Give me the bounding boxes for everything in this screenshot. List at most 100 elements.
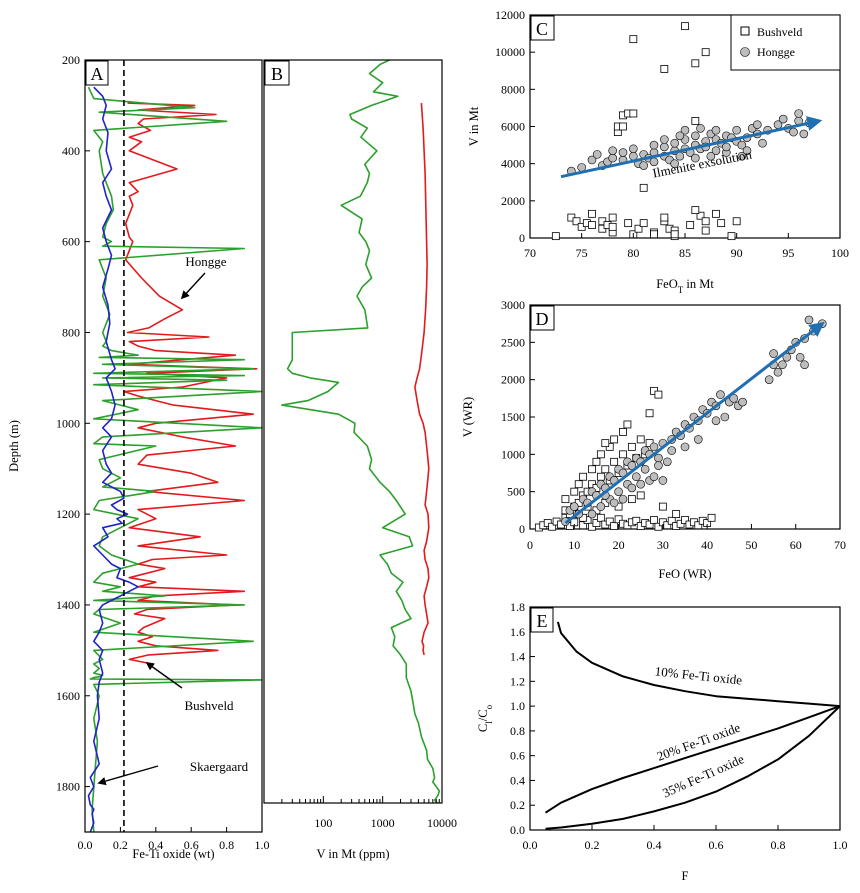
point-hongge <box>764 375 774 384</box>
point-hongge <box>649 472 659 482</box>
y-axis-label-part: /C <box>476 709 490 721</box>
point-bushveld <box>691 117 700 125</box>
x-tick-label: 80 <box>627 246 639 260</box>
point-hongge <box>799 129 809 139</box>
y-tick-label: 500 <box>507 485 525 499</box>
curve-35pct <box>545 705 840 830</box>
point-hongge <box>711 125 721 135</box>
x-axis-label: F <box>682 869 689 883</box>
point-bushveld <box>588 221 596 229</box>
x-tick-label: 0.2 <box>585 838 600 852</box>
point-hongge <box>722 142 731 152</box>
y-axis-label: V in Mt <box>467 106 481 146</box>
point-hongge <box>640 464 650 474</box>
annotation-arrow <box>145 662 183 689</box>
panel-b-frame <box>263 59 443 804</box>
x-tick-label: 0.8 <box>771 838 786 852</box>
point-bushveld <box>672 510 681 518</box>
point-bushveld <box>636 435 645 444</box>
point-hongge <box>660 135 669 144</box>
point-hongge <box>794 109 803 118</box>
trend-arrow <box>564 321 825 525</box>
panel-label-box <box>530 607 554 633</box>
point-hongge <box>716 390 725 399</box>
x-tick-label: 0.6 <box>709 838 724 852</box>
point-hongge <box>670 138 679 148</box>
point-bushveld <box>596 513 605 522</box>
point-bushveld <box>645 520 654 529</box>
point-bushveld <box>619 122 627 131</box>
series-line-bushveld <box>281 60 441 803</box>
point-hongge <box>773 367 783 377</box>
point-hongge <box>658 476 668 485</box>
point-bushveld <box>681 22 689 31</box>
point-hongge <box>618 148 628 157</box>
point-bushveld <box>629 35 638 44</box>
y-tick-label: 3000 <box>501 298 525 312</box>
point-hongge <box>654 461 663 470</box>
point-hongge <box>662 457 672 467</box>
point-bushveld <box>596 472 605 481</box>
point-hongge <box>742 146 752 155</box>
y-tick-label: 1.8 <box>510 600 525 614</box>
x-tick-label: 0.8 <box>219 838 234 852</box>
point-bushveld <box>601 439 610 448</box>
point-bushveld <box>670 230 679 239</box>
point-bushveld <box>605 517 614 526</box>
point-bushveld <box>681 516 689 524</box>
point-hongge <box>649 442 659 452</box>
y-axis-label: Cl/Co <box>476 704 494 732</box>
y-tick-label: 1.2 <box>510 674 525 688</box>
y-tick-label: 0.2 <box>510 798 525 812</box>
y-axis-label-subscript: l <box>484 721 494 724</box>
annotation-skaergaard: Skaergaard <box>190 759 249 774</box>
x-tick-label: 90 <box>731 246 743 260</box>
point-bushveld <box>592 457 601 466</box>
y-tick-label: 12000 <box>495 8 525 22</box>
point-hongge <box>660 142 669 152</box>
x-axis-label: V in Mt (ppm) <box>316 847 389 861</box>
point-hongge <box>614 487 623 496</box>
y-tick-label: 1000 <box>501 447 525 461</box>
point-bushveld <box>601 465 610 474</box>
x-tick-label: 40 <box>701 538 713 552</box>
point-bushveld <box>654 390 663 399</box>
panel-label: E <box>537 611 548 631</box>
curve-10pct <box>556 621 840 708</box>
point-bushveld <box>627 442 636 451</box>
panel-label: D <box>536 309 549 329</box>
point-bushveld <box>696 211 705 220</box>
panel-b-series <box>281 60 441 803</box>
y-tick-label: 0 <box>519 231 525 245</box>
point-hongge <box>737 140 747 150</box>
y-tick-label: 200 <box>62 53 80 67</box>
x-tick-label: 60 <box>790 538 802 552</box>
y-tick-label: 800 <box>62 325 80 339</box>
point-hongge <box>729 394 739 403</box>
x-tick-label: 100 <box>831 246 849 260</box>
point-bushveld <box>732 217 741 226</box>
point-bushveld <box>727 232 736 241</box>
point-hongge <box>631 472 641 482</box>
point-hongge <box>804 315 814 325</box>
x-axis-label: FeOT in Mt <box>656 277 714 295</box>
point-hongge <box>636 479 646 489</box>
curve-label: 10% Fe-Ti oxide <box>654 663 743 687</box>
series-line-hongge <box>123 102 258 665</box>
point-hongge <box>627 483 637 493</box>
point-bushveld <box>712 209 720 218</box>
point-hongge <box>758 138 767 148</box>
x-tick-label: 70 <box>834 538 846 552</box>
point-hongge <box>795 352 805 362</box>
panel-e-frame <box>529 606 841 831</box>
y-axis-label: Depth (m) <box>7 420 21 472</box>
x-tick-label: 0.0 <box>523 838 538 852</box>
point-bushveld <box>548 522 557 531</box>
point-bushveld <box>627 495 636 504</box>
point-bushveld <box>579 521 588 530</box>
point-hongge <box>753 120 762 129</box>
y-tick-label: 0.4 <box>510 773 525 787</box>
y-tick-label: 1400 <box>56 598 80 612</box>
x-axis-label: Fe-Ti oxide (wt) <box>132 847 214 861</box>
